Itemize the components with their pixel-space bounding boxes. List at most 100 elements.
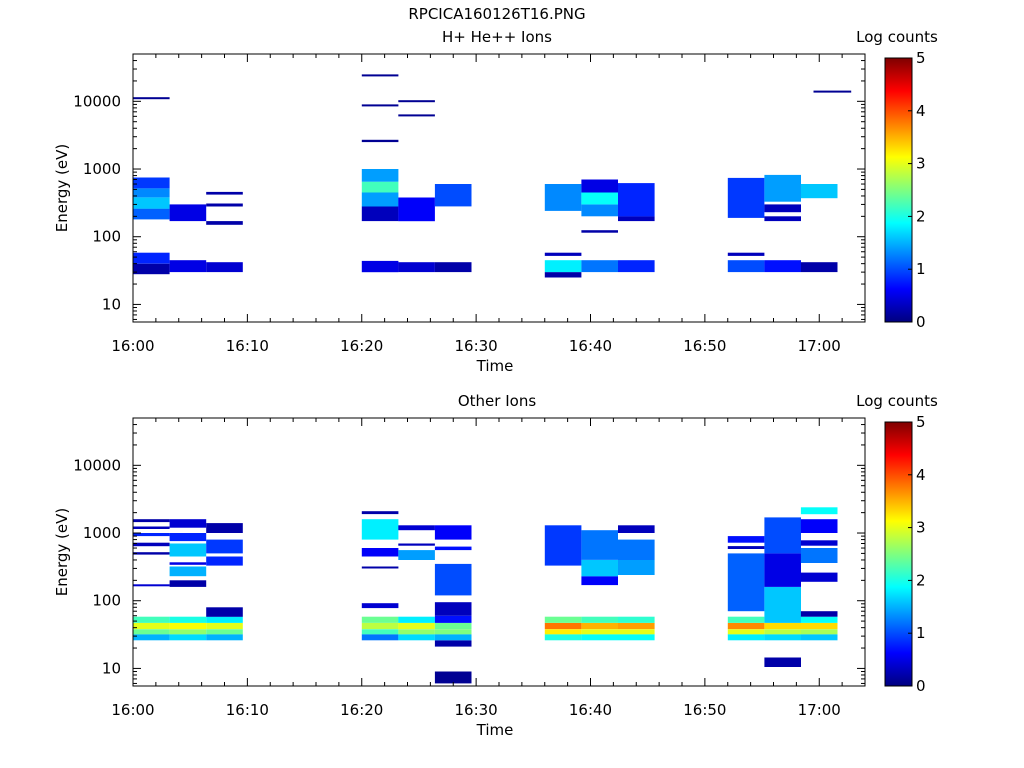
heatmap-cell bbox=[544, 525, 582, 566]
x-tick-label: 16:00 bbox=[111, 337, 154, 355]
heatmap-cell bbox=[434, 671, 472, 684]
y-tick-label: 100 bbox=[92, 592, 121, 610]
colorbar-tick-label: 0 bbox=[916, 313, 926, 331]
y-tick-label: 10 bbox=[102, 295, 121, 313]
heatmap-cell bbox=[800, 611, 838, 617]
x-tick-label: 16:10 bbox=[226, 701, 269, 719]
heatmap-cell bbox=[764, 517, 801, 554]
heatmap-cell bbox=[361, 616, 399, 623]
x-tick-label: 16:10 bbox=[226, 337, 269, 355]
heatmap-cell bbox=[434, 563, 472, 596]
heatmap-cell bbox=[169, 566, 207, 577]
y-tick-label: 10 bbox=[102, 659, 121, 677]
heatmap-cell bbox=[361, 181, 399, 193]
colorbar-tick-label: 2 bbox=[916, 207, 926, 225]
x-tick-label: 16:30 bbox=[455, 701, 498, 719]
heatmap-cell bbox=[581, 530, 618, 560]
heatmap-cell bbox=[618, 634, 655, 641]
heatmap-cell bbox=[581, 560, 618, 577]
heatmap-cell bbox=[361, 519, 399, 540]
heatmap-cell bbox=[133, 208, 170, 220]
heatmap-cell bbox=[133, 616, 170, 623]
heatmap-cell bbox=[764, 174, 801, 202]
x-tick-label: 16:20 bbox=[340, 701, 383, 719]
colorbar bbox=[884, 421, 913, 687]
x-tick-label: 16:50 bbox=[683, 337, 726, 355]
heatmap-cell bbox=[133, 542, 170, 547]
heatmap-cell bbox=[434, 184, 472, 207]
heatmap-cell bbox=[361, 206, 399, 222]
axis-ticks bbox=[132, 53, 866, 322]
colorbar-tick-label: 5 bbox=[916, 413, 926, 431]
heatmap-cell bbox=[361, 104, 399, 107]
colorbar-tick-label: 0 bbox=[916, 677, 926, 695]
heatmap-cell bbox=[133, 629, 170, 635]
heatmap-cell bbox=[544, 629, 582, 635]
heatmap-cell bbox=[206, 262, 243, 273]
heatmap-cell bbox=[434, 615, 472, 623]
heatmap-cell bbox=[581, 634, 618, 641]
heatmap-cell bbox=[581, 622, 618, 630]
heatmap-cell bbox=[544, 634, 582, 641]
y-axis-label: Energy (eV) bbox=[53, 508, 71, 596]
heatmap-cell bbox=[398, 197, 435, 222]
heatmap-cell bbox=[618, 216, 655, 222]
heatmap-cell bbox=[800, 507, 838, 515]
colorbar-tick-label: 1 bbox=[916, 260, 926, 278]
heatmap-cell bbox=[581, 616, 618, 623]
heatmap-cell bbox=[800, 622, 838, 630]
heatmap-cell bbox=[133, 634, 170, 641]
y-tick-label: 10000 bbox=[73, 456, 121, 474]
heatmap-cell bbox=[133, 252, 170, 264]
heatmap-cell bbox=[727, 553, 765, 612]
heatmap-cell bbox=[618, 539, 655, 560]
heatmap-cell bbox=[544, 252, 582, 256]
heatmap-cell bbox=[434, 634, 472, 641]
heatmap-cell bbox=[764, 260, 801, 273]
heatmap-cell bbox=[361, 603, 399, 609]
y-tick-labels: 10 100 1000 10000 bbox=[73, 92, 121, 313]
heatmap-cell bbox=[206, 622, 243, 630]
x-tick-labels: 16:00 16:10 16:20 16:30 16:40 16:50 17:00 bbox=[111, 701, 840, 719]
heatmap-cell bbox=[727, 546, 765, 549]
heatmap-cell bbox=[206, 203, 243, 207]
heatmap-cell bbox=[133, 533, 170, 537]
heatmap-cell bbox=[727, 616, 765, 623]
heatmap-cell bbox=[727, 634, 765, 641]
y-tick-label: 1000 bbox=[83, 524, 121, 542]
heatmap-cell bbox=[800, 629, 838, 635]
heatmap-cell bbox=[361, 260, 399, 273]
heatmap-cell bbox=[169, 616, 207, 623]
x-tick-label: 16:00 bbox=[111, 701, 154, 719]
heatmap-cell bbox=[434, 629, 472, 635]
x-tick-label: 16:40 bbox=[569, 701, 612, 719]
heatmap-cell bbox=[169, 519, 207, 528]
heatmap-cell bbox=[800, 548, 838, 563]
y-tick-label: 10000 bbox=[73, 92, 121, 110]
heatmap-cell bbox=[764, 553, 801, 587]
x-axis-label: Time bbox=[476, 357, 514, 375]
heatmap-cell bbox=[434, 640, 472, 647]
heatmap-cell bbox=[398, 634, 435, 641]
heatmap-cell bbox=[361, 548, 399, 557]
x-tick-labels: 16:00 16:10 16:20 16:30 16:40 16:50 17:00 bbox=[111, 337, 840, 355]
heatmap-cell bbox=[544, 622, 582, 630]
y-axis-label: Energy (eV) bbox=[53, 144, 71, 232]
heatmap-cell bbox=[169, 580, 207, 587]
x-tick-label: 16:50 bbox=[683, 701, 726, 719]
colorbar-label: Log counts bbox=[856, 28, 938, 46]
colorbar-tick-label: 3 bbox=[916, 519, 926, 537]
heatmap-cell bbox=[169, 634, 207, 641]
heatmap-cell bbox=[133, 584, 170, 587]
heatmap-cell bbox=[618, 525, 655, 533]
heatmap-cell bbox=[361, 169, 399, 182]
heatmap-cell bbox=[727, 622, 765, 630]
heatmap-cell bbox=[581, 576, 618, 586]
heatmap-cell bbox=[133, 97, 170, 100]
heatmap-cell bbox=[169, 543, 207, 557]
heatmap-cell bbox=[206, 539, 243, 554]
heatmap-cell bbox=[544, 184, 582, 211]
heatmap-cell bbox=[206, 607, 243, 617]
x-tick-label: 17:00 bbox=[798, 337, 841, 355]
y-tick-labels: 10 100 1000 10000 bbox=[73, 456, 121, 677]
